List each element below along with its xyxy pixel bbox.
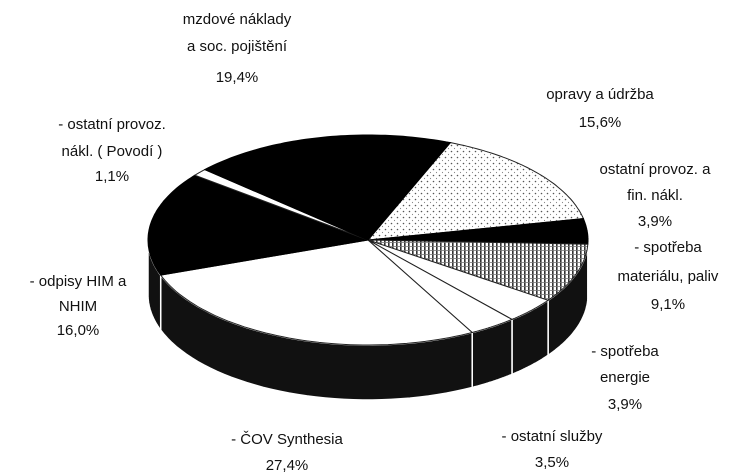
- category-label: mzdové náklady: [183, 11, 292, 28]
- value-label: 27,4%: [266, 457, 309, 474]
- category-label: - spotřeba: [634, 239, 702, 256]
- pie-slice: [147, 174, 370, 276]
- category-label: NHIM: [59, 298, 97, 315]
- category-label: a soc. pojištění: [187, 38, 288, 55]
- value-label: 19,4%: [216, 69, 259, 86]
- pie-slice: [203, 134, 452, 241]
- value-label: 9,1%: [651, 296, 685, 313]
- labels: opravy a údržba 15,6% ostatní provoz. a fin…: [30, 11, 719, 474]
- category-label: - ostatní služby: [502, 428, 603, 445]
- pie-slice: [367, 239, 589, 301]
- value-label: 16,0%: [57, 322, 100, 339]
- value-label: 3,9%: [608, 396, 642, 413]
- category-label: fin. nákl.: [627, 187, 683, 204]
- category-label: - spotřeba: [591, 343, 659, 360]
- pie-slice: [366, 142, 585, 241]
- category-label: energie: [600, 369, 650, 386]
- pie-slice: [367, 239, 514, 334]
- category-label: opravy a údržba: [546, 86, 654, 103]
- category-label: - ČOV Synthesia: [231, 431, 343, 448]
- value-label: 3,5%: [535, 454, 569, 471]
- pie-slice: [193, 169, 369, 241]
- category-label: nákl. ( Povodí ): [62, 143, 163, 160]
- category-label: - ostatní provoz.: [58, 116, 166, 133]
- pie-slice: [159, 239, 474, 346]
- category-label: ostatní provoz. a: [600, 161, 712, 178]
- category-label: - odpisy HIM a: [30, 273, 127, 290]
- category-label: materiálu, paliv: [618, 268, 719, 285]
- value-label: 15,6%: [579, 114, 622, 131]
- value-label: 1,1%: [95, 168, 129, 185]
- pie-slice: [367, 218, 589, 245]
- pie-slice: [367, 239, 550, 320]
- pie-tops: [147, 134, 589, 346]
- value-label: 3,9%: [638, 213, 672, 230]
